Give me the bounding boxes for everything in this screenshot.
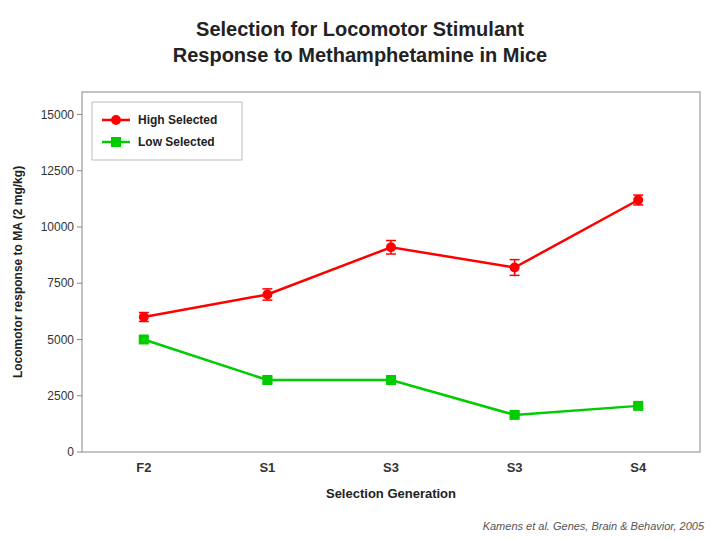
legend-label: High Selected [138,113,217,127]
error-bar [262,289,272,300]
x-axis: F2 S1 S3 S3 S4 [136,460,647,475]
error-bar [633,195,643,205]
marks [139,195,643,420]
y-tick-label: 10000 [41,220,75,234]
series [139,195,643,322]
legend: High Selected Low Selected [92,102,242,160]
y-tick [77,395,82,396]
marker [139,335,149,345]
marker [633,401,643,411]
error-cap [510,259,520,261]
x-tick-label: F2 [136,460,151,475]
y-tick [77,339,82,340]
marker [633,195,643,205]
x-tick-label: S3 [383,460,399,475]
marker [510,263,520,273]
x-axis-label: Selection Generation [326,486,456,501]
y-tick-label: 0 [67,445,74,459]
y-axis-label: Locomotor response to MA (2 mg/kg) [11,166,25,378]
error-cap [262,288,272,290]
marker [510,410,520,420]
marker [262,375,272,385]
error-bar [510,260,520,276]
y-tick [77,227,82,228]
error-cap [262,299,272,301]
y-tick-label: 7500 [47,276,74,290]
legend-marker [111,137,121,147]
y-tick-label: 15000 [41,108,75,122]
title: Selection for Locomotor Stimulant [196,18,524,40]
subtitle: Response to Methamphetamine in Mice [173,44,548,66]
error-cap [386,253,396,255]
y-tick-label: 5000 [47,333,74,347]
x-tick-label: S3 [507,460,523,475]
y-tick [77,452,82,453]
plot-area [82,92,700,452]
x-tick-label: S1 [259,460,275,475]
x-tick-label: S4 [630,460,647,475]
y-axis: 0 2500 5000 7500 10000 12500 15000 [41,108,82,460]
marker [262,290,272,300]
marker [386,242,396,252]
legend-marker [111,115,121,125]
annotation: Kamens et al. Genes, Brain & Behavior, 2… [483,520,705,532]
marker [386,375,396,385]
series-line [144,200,638,317]
y-tick-label: 2500 [47,389,74,403]
legend-label: Low Selected [138,135,215,149]
y-tick-label: 12500 [41,164,75,178]
y-tick [77,170,82,171]
error-cap [386,240,396,242]
y-tick [77,114,82,115]
error-cap [510,275,520,277]
legend-box [92,102,242,160]
series-line [144,340,638,415]
chart: Selection for Locomotor Stimulant Respons… [0,0,720,540]
marker [139,312,149,322]
error-bar [139,313,149,322]
y-tick [77,283,82,284]
series [139,335,643,420]
error-bar [386,241,396,255]
